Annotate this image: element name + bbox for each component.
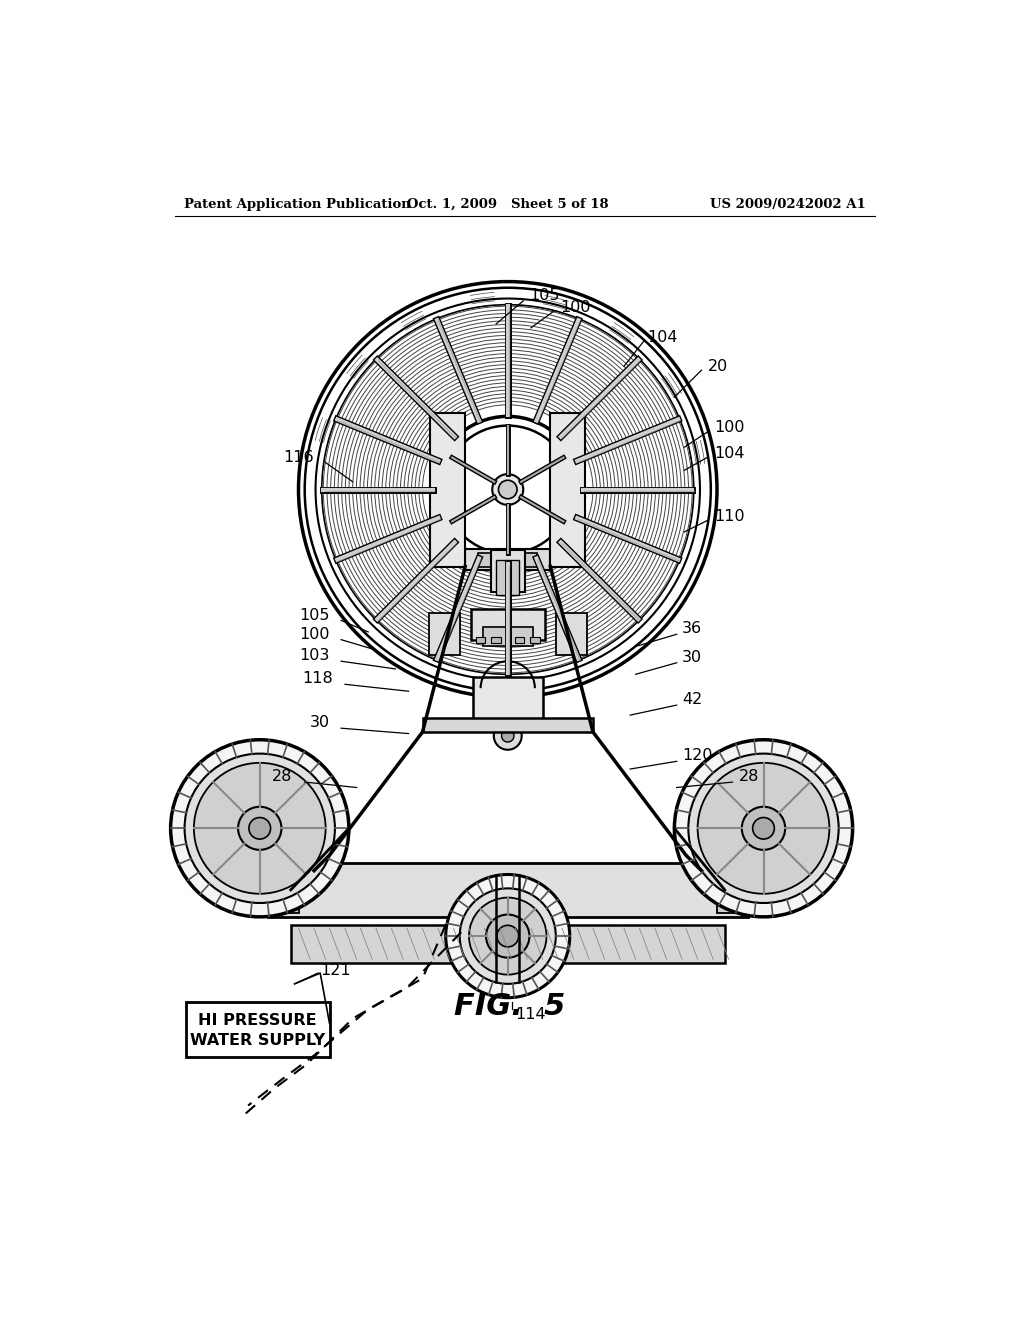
Bar	[490, 549, 524, 591]
Text: 120: 120	[682, 748, 713, 763]
Text: 104: 104	[714, 446, 744, 461]
Text: Patent Application Publication: Patent Application Publication	[183, 198, 411, 211]
Bar	[186, 1002, 330, 1057]
Circle shape	[502, 730, 514, 742]
Circle shape	[445, 874, 569, 998]
Text: 28: 28	[738, 770, 759, 784]
Circle shape	[741, 807, 785, 850]
Circle shape	[486, 915, 529, 958]
Bar	[267, 863, 748, 917]
Text: 100: 100	[560, 300, 591, 314]
Text: 118: 118	[303, 672, 334, 686]
Text: 105: 105	[529, 288, 560, 304]
Bar	[550, 412, 586, 566]
Bar	[423, 718, 593, 733]
Text: 100: 100	[714, 420, 744, 436]
Bar	[473, 677, 543, 721]
Text: 116: 116	[284, 450, 314, 465]
Text: 114: 114	[515, 1007, 546, 1022]
Text: HI PRESSURE
WATER SUPPLY: HI PRESSURE WATER SUPPLY	[190, 1014, 326, 1048]
Circle shape	[171, 739, 349, 917]
Bar	[478, 553, 538, 566]
Bar	[291, 924, 725, 964]
Circle shape	[688, 754, 839, 903]
Bar	[471, 609, 545, 640]
Circle shape	[238, 807, 282, 850]
Bar	[271, 829, 295, 871]
Text: 104: 104	[647, 330, 678, 346]
Text: 42: 42	[682, 692, 702, 708]
Text: 28: 28	[272, 770, 292, 784]
Bar	[530, 636, 540, 643]
Circle shape	[493, 474, 523, 504]
Text: 100: 100	[299, 627, 330, 642]
Text: US 2009/0242002 A1: US 2009/0242002 A1	[710, 198, 866, 211]
Circle shape	[184, 754, 335, 903]
Text: 110: 110	[714, 510, 744, 524]
Bar	[515, 636, 524, 643]
Circle shape	[499, 480, 517, 499]
Bar	[430, 412, 465, 566]
Circle shape	[697, 763, 829, 894]
Text: 105: 105	[299, 607, 330, 623]
Circle shape	[249, 817, 270, 840]
Circle shape	[675, 739, 853, 917]
Circle shape	[460, 888, 556, 983]
Circle shape	[497, 925, 518, 946]
Bar	[496, 560, 519, 595]
Text: Oct. 1, 2009   Sheet 5 of 18: Oct. 1, 2009 Sheet 5 of 18	[407, 198, 608, 211]
Bar	[717, 894, 748, 913]
Text: 36: 36	[682, 622, 702, 636]
Circle shape	[753, 817, 774, 840]
Text: 30: 30	[309, 715, 330, 730]
Circle shape	[469, 898, 547, 974]
Bar	[267, 894, 299, 913]
Bar	[429, 612, 460, 655]
Bar	[556, 612, 587, 655]
Circle shape	[494, 722, 521, 750]
Bar	[476, 636, 485, 643]
Bar	[483, 627, 532, 645]
Text: 121: 121	[321, 964, 351, 978]
Text: 103: 103	[299, 648, 330, 664]
Bar	[721, 829, 744, 871]
Text: 20: 20	[708, 359, 728, 374]
Bar	[465, 549, 550, 570]
Bar	[492, 636, 501, 643]
Text: FIG.  5: FIG. 5	[454, 993, 565, 1022]
Circle shape	[194, 763, 326, 894]
Bar	[496, 921, 519, 982]
Text: 30: 30	[682, 649, 702, 665]
